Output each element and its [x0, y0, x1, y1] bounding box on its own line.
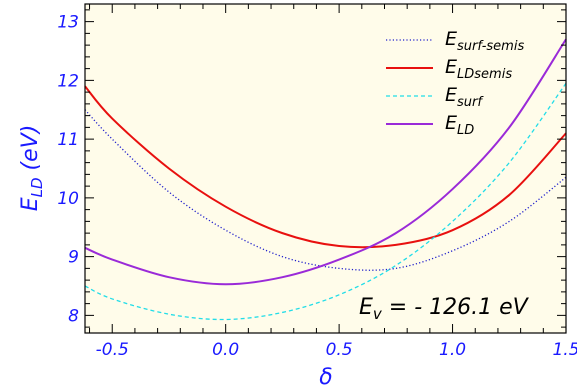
legend-label-main: E: [445, 112, 457, 134]
series-line-3: [84, 38, 567, 286]
y-axis-label: ELD (eV): [18, 125, 46, 212]
y-tick-label: 11: [57, 130, 79, 150]
x-axis-label: δ: [319, 365, 332, 390]
x-tick-label: 1.0: [439, 340, 466, 360]
legend-label-sub: LDsemis: [457, 67, 512, 82]
legend-label-1: ELDsemis: [445, 56, 512, 82]
legend-label-sub: surf: [457, 95, 484, 110]
series-line-0: [84, 109, 567, 271]
series-curves: [84, 38, 567, 321]
x-tick-label: 1.5: [552, 340, 577, 360]
y-tick-label: 12: [57, 71, 79, 91]
ev-annotation-main: E: [359, 295, 373, 320]
legend-label-main: E: [445, 56, 457, 78]
series-line-2: [84, 82, 567, 321]
legend-label-3: ELD: [445, 112, 474, 138]
y-tick-label: 8: [68, 306, 79, 326]
legend-label-main: E: [445, 84, 457, 106]
plot-background: [85, 4, 566, 333]
series-line-1: [84, 85, 567, 249]
x-tick-label: -0.5: [96, 340, 129, 360]
x-tick-label: 0.5: [326, 340, 353, 360]
tick-labels: -0.5 0.0 0.5 1.0 1.5 8 9 10 11 12 13: [57, 13, 577, 360]
legend-label-sub: surf-semis: [457, 39, 524, 54]
y-axis-label-main: E: [18, 197, 43, 211]
y-axis-label-sub: LD: [28, 177, 46, 197]
y-tick-label: 10: [57, 189, 79, 209]
x-tick-label: 0.0: [212, 340, 239, 360]
legend-label-sub: LD: [457, 123, 474, 138]
axis-ticks: [85, 4, 567, 333]
legend-label-2: Esurf: [445, 84, 484, 110]
legend-label-main: E: [445, 28, 457, 50]
plot-frame: [84, 3, 567, 334]
legend-label-0: Esurf-semis: [445, 28, 524, 54]
ev-annotation-sub: v: [373, 305, 383, 323]
ev-annotation-rest: = - 126.1 eV: [382, 295, 530, 320]
y-axis-label-unit: (eV): [18, 125, 43, 178]
y-tick-label: 9: [68, 248, 79, 268]
ev-annotation: Ev = - 126.1 eV: [359, 295, 530, 323]
y-tick-label: 13: [57, 13, 79, 33]
